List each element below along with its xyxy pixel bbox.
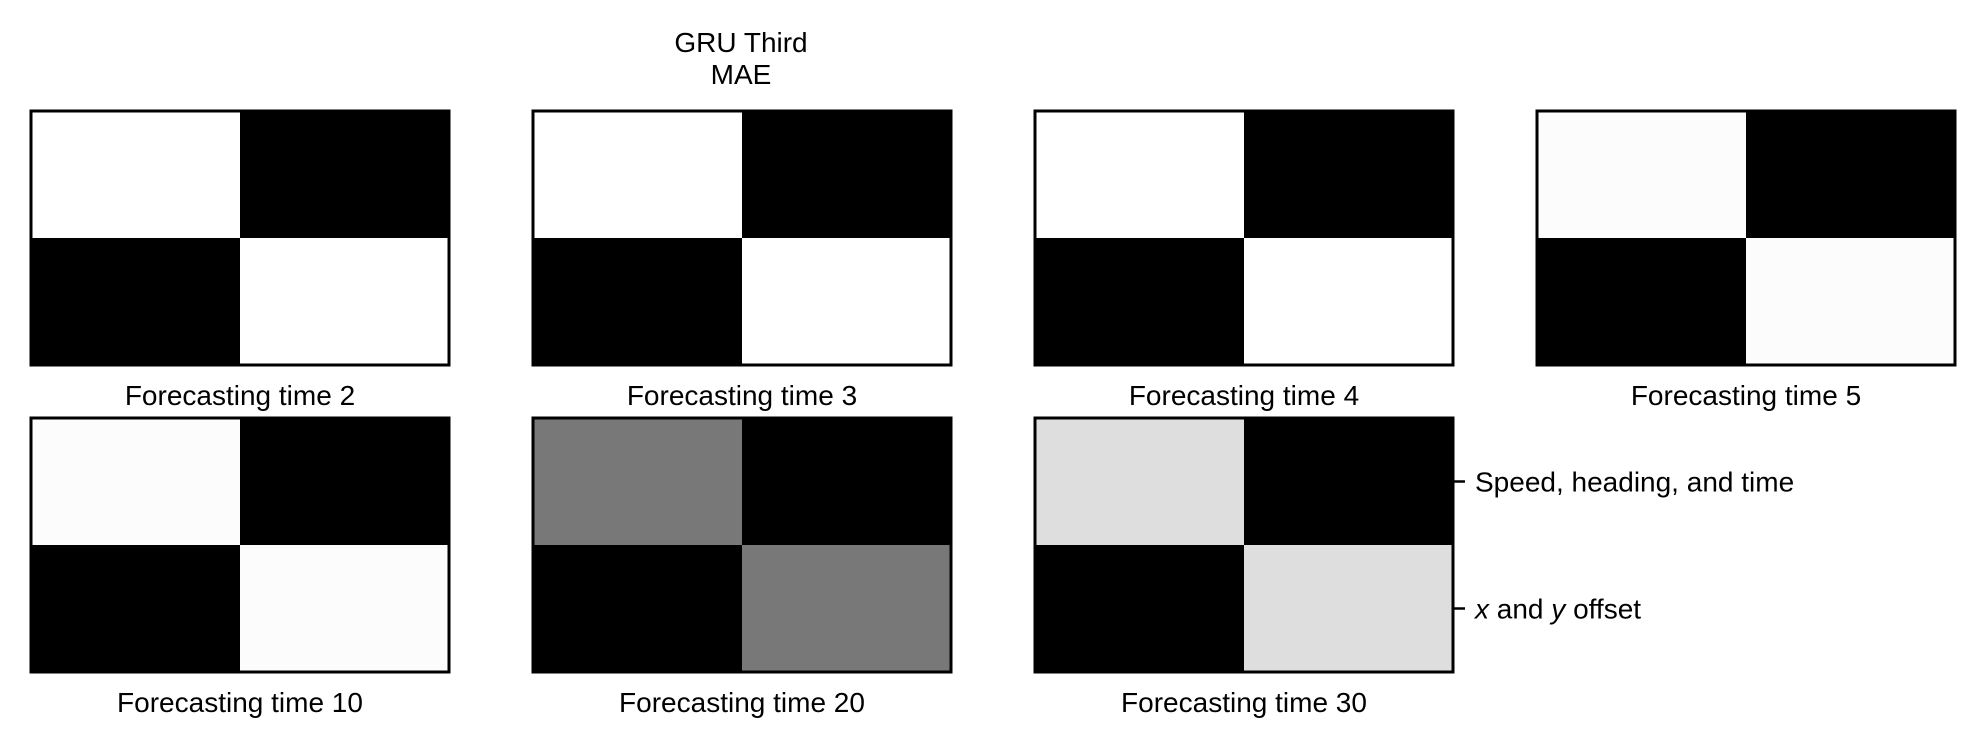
heatmap-cell [1537, 111, 1746, 238]
heatmap-cell [742, 418, 951, 545]
heatmap-cell [1537, 238, 1746, 365]
heatmap-panel: Forecasting time 2 [29, 109, 451, 411]
panel-label: Forecasting time 5 [1631, 380, 1861, 411]
heatmap-cell [31, 418, 240, 545]
panel-label: Forecasting time 20 [619, 687, 865, 718]
heatmap-cell [31, 111, 240, 238]
heatmap-panel: Forecasting time 5 [1535, 109, 1957, 411]
y-axis: Speed, heading, and time x and y offset [1453, 467, 1794, 625]
panel-label: Forecasting time 10 [117, 687, 363, 718]
heatmap-cell [31, 545, 240, 672]
heatmap-panel: Forecasting time 3 [531, 109, 953, 411]
heatmap-cell [240, 545, 449, 672]
heatmap-panels: Forecasting time 2 Forecasting time 3 Fore… [29, 109, 1957, 718]
heatmap-cell [1035, 111, 1244, 238]
panel-frame [531, 416, 953, 674]
panel-frame [1535, 109, 1957, 367]
panel-frame [1033, 416, 1455, 674]
panel-frame [531, 109, 953, 367]
heatmap-cell [742, 238, 951, 365]
panel-label: Forecasting time 30 [1121, 687, 1367, 718]
figure-title-line2: MAE [711, 59, 772, 90]
heatmap-cell [240, 238, 449, 365]
heatmap-cell [533, 111, 742, 238]
panel-frame [29, 109, 451, 367]
panel-frame [1033, 109, 1455, 367]
ytick-label: Speed, heading, and time [1475, 467, 1794, 498]
heatmap-panel: Forecasting time 30 [1033, 416, 1455, 718]
heatmap-cell [742, 111, 951, 238]
panel-label: Forecasting time 4 [1129, 380, 1359, 411]
heatmap-cell [533, 418, 742, 545]
heatmap-panel: Forecasting time 10 [29, 416, 451, 718]
heatmap-cell [742, 545, 951, 672]
heatmap-cell [1244, 111, 1453, 238]
heatmap-cell [1244, 238, 1453, 365]
heatmap-cell [240, 418, 449, 545]
heatmap-cell [1035, 545, 1244, 672]
heatmap-cell [1746, 238, 1955, 365]
heatmap-cell [1244, 418, 1453, 545]
panel-frame [29, 416, 451, 674]
panel-label: Forecasting time 3 [627, 380, 857, 411]
figure-title-line1: GRU Third [674, 27, 807, 58]
heatmap-cell [533, 238, 742, 365]
heatmap-panel: Forecasting time 4 [1033, 109, 1455, 411]
heatmap-cell [1746, 111, 1955, 238]
heatmap-cell [1035, 418, 1244, 545]
heatmap-cell [240, 111, 449, 238]
heatmap-cell [1244, 545, 1453, 672]
ytick-label: x and y offset [1473, 594, 1641, 625]
panel-label: Forecasting time 2 [125, 380, 355, 411]
heatmap-cell [1035, 238, 1244, 365]
heatmap-cell [533, 545, 742, 672]
heatmap-panel: Forecasting time 20 [531, 416, 953, 718]
heatmap-cell [31, 238, 240, 365]
